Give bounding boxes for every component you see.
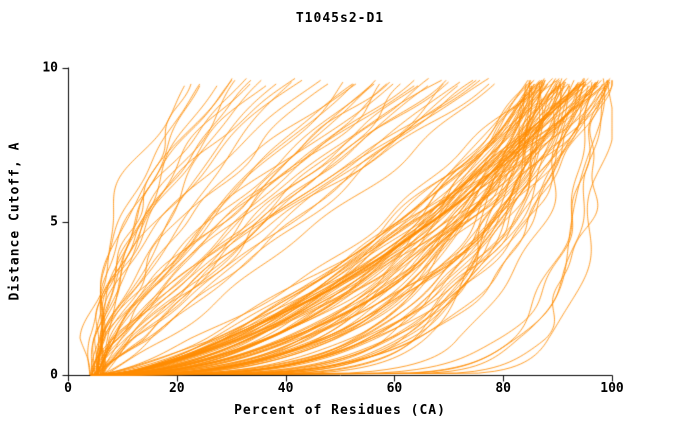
- x-tick-label: 80: [495, 381, 512, 396]
- x-tick-label: 100: [600, 381, 624, 396]
- y-tick-label: 5: [50, 214, 58, 229]
- x-tick-label: 40: [277, 381, 294, 396]
- x-axis-label: Percent of Residues (CA): [234, 403, 446, 418]
- x-tick-label: 60: [386, 381, 403, 396]
- y-tick-label: 0: [50, 367, 58, 383]
- y-tick-label: 10: [42, 60, 58, 76]
- x-tick-label: 0: [64, 381, 72, 396]
- x-tick-label: 20: [168, 381, 185, 396]
